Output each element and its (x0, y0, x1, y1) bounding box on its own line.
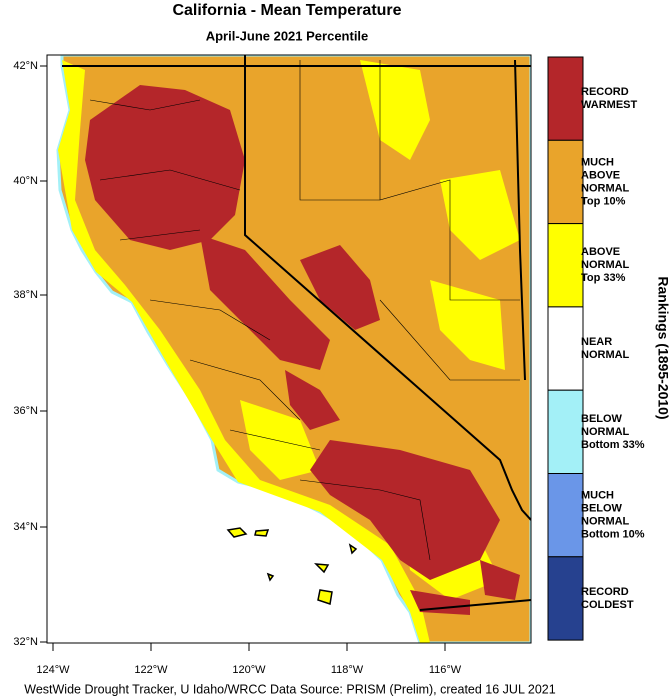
legend-label: Bottom 10% (581, 529, 645, 541)
map (46, 54, 532, 644)
lat-tick-label: 34°N (13, 521, 38, 533)
legend-label: Bottom 33% (581, 439, 645, 451)
legend-swatch (547, 473, 584, 558)
legend-label: NORMAL (581, 426, 630, 438)
lat-tick-label: 42°N (13, 60, 38, 72)
legend-label: NEAR (581, 336, 612, 348)
legend-label: NORMAL (581, 516, 630, 528)
legend-label: ABOVE (581, 169, 620, 181)
legend-label: RECORD (581, 586, 629, 598)
legend-label: Top 33% (581, 272, 626, 284)
legend-title: Rankings (1895-2010) (655, 276, 671, 419)
legend-label: BELOW (581, 413, 623, 425)
lon-tick-label: 122°W (134, 664, 168, 676)
lon-tick-label: 120°W (232, 664, 266, 676)
lat-tick-label: 38°N (13, 289, 38, 301)
legend-swatch (547, 139, 584, 225)
lat-tick-label: 40°N (13, 175, 38, 187)
legend-swatch (547, 556, 584, 641)
legend-swatch (547, 389, 584, 475)
legend-swatch (547, 56, 584, 141)
subtitle: April-June 2021 Percentile (206, 28, 369, 43)
map-frame (46, 54, 532, 644)
legend-label: RECORD (581, 86, 629, 98)
legend-swatch (547, 306, 584, 391)
legend-label: MUCH (581, 156, 614, 168)
islands (226, 527, 358, 605)
legend-label: MUCH (581, 490, 614, 502)
legend-label: NORMAL (581, 259, 630, 271)
legend-label: COLDEST (581, 599, 634, 611)
state-borders (62, 55, 531, 611)
footer: WestWide Drought Tracker, U Idaho/WRCC D… (24, 682, 555, 696)
legend-label: WARMEST (581, 99, 638, 111)
county-borders (89, 60, 520, 561)
legend-label: NORMAL (581, 349, 630, 361)
lat-tick-label: 36°N (13, 405, 38, 417)
lon-tick-label: 116°W (429, 664, 462, 676)
legend-label: ABOVE (581, 246, 620, 258)
record-warm-areas (85, 85, 520, 615)
title: California - Mean Temperature (172, 2, 401, 19)
legend-label: Top 10% (581, 195, 626, 207)
legend-label: NORMAL (581, 182, 630, 194)
lat-tick-label: 32°N (13, 636, 38, 648)
legend-label: BELOW (581, 503, 623, 515)
lon-tick-label: 118°W (331, 664, 364, 676)
lon-tick-label: 124°W (36, 664, 70, 676)
legend-swatch (547, 223, 584, 308)
